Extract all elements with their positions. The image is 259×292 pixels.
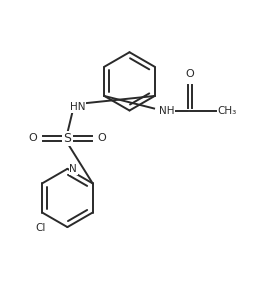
Text: HN: HN <box>70 102 85 112</box>
Text: CH₃: CH₃ <box>217 105 236 116</box>
Text: O: O <box>185 69 194 79</box>
Text: O: O <box>28 133 37 143</box>
Text: N: N <box>69 164 77 174</box>
Text: S: S <box>63 132 71 145</box>
Text: NH: NH <box>159 105 174 116</box>
Text: Cl: Cl <box>36 223 46 233</box>
Text: O: O <box>98 133 106 143</box>
